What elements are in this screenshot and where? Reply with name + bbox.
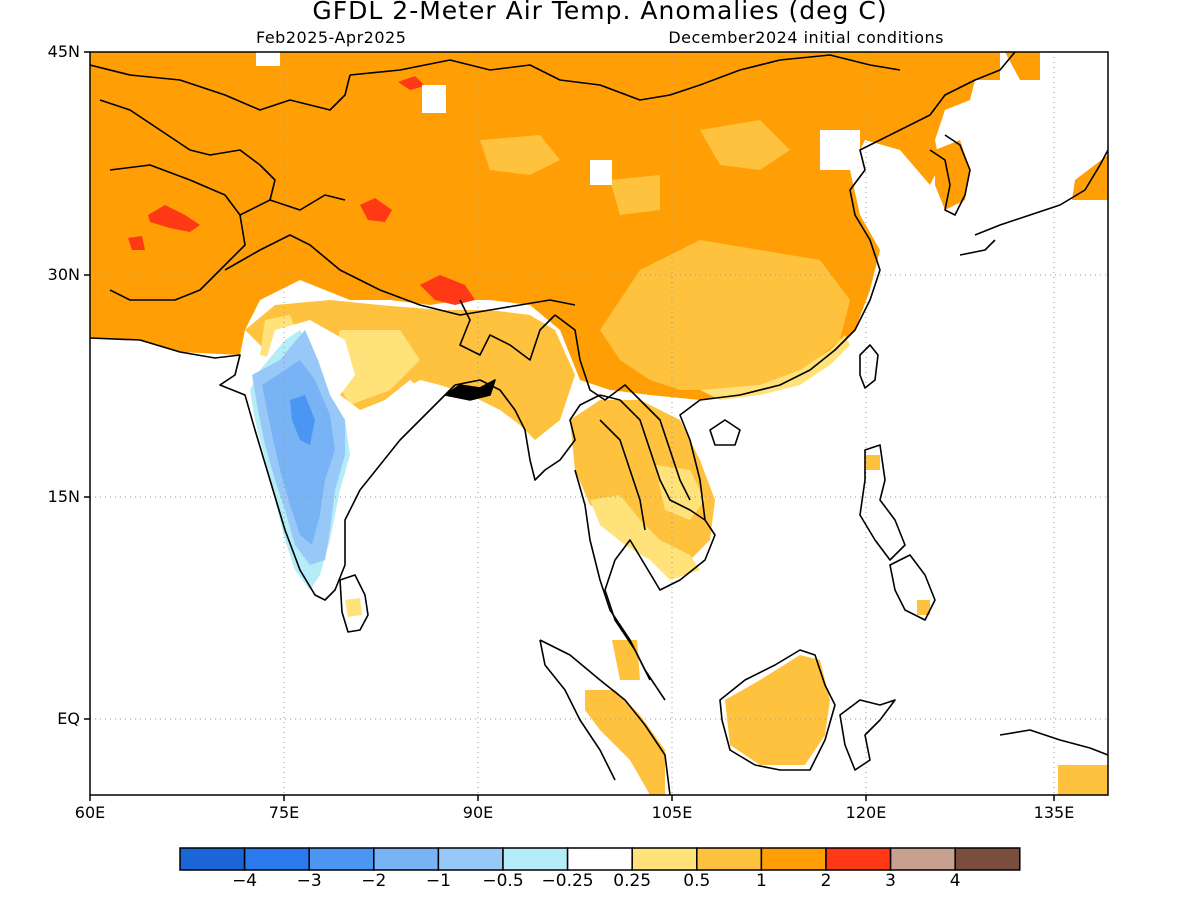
anomaly-region-0-5-1-malaya (612, 640, 640, 680)
axis-ticks (84, 51, 1055, 801)
colorbar-label: 0.5 (683, 871, 711, 891)
lat-label-15n: 15N (47, 487, 80, 506)
anomaly-region-0-5-1-taiwan (866, 455, 880, 470)
anomaly-region-minus-2 (290, 395, 315, 445)
map-content (90, 52, 1108, 795)
lon-label-120e: 120E (845, 803, 887, 822)
anomaly-region-0-25-0-5-indochina (590, 465, 705, 580)
initial-conditions: December2024 initial conditions (668, 28, 944, 47)
forecast-period: Feb2025-Apr2025 (256, 28, 407, 47)
missing-cell (590, 160, 612, 185)
colorbar-boxes (179, 847, 1021, 871)
colorbar-label: 0.25 (613, 871, 652, 891)
anomaly-region-0-5-1-china (600, 240, 850, 390)
missing-cell (256, 52, 280, 66)
colorbar-box (631, 847, 698, 871)
lat-label-45n: 45N (47, 42, 80, 61)
anomaly-hotspot-mongolia (398, 76, 425, 90)
colorbar-label: −4 (232, 871, 258, 891)
colorbar-box (502, 847, 569, 871)
lon-label-75e: 75E (268, 803, 300, 822)
anomaly-region-0-5-1-borneo (725, 655, 830, 765)
colorbar-box (437, 847, 504, 871)
lon-label-135e: 135E (1033, 803, 1075, 822)
anomaly-region-0-5-1-sulawesi (917, 600, 930, 615)
map-frame (89, 51, 1109, 796)
anomaly-region-1-2-ne (1005, 52, 1040, 80)
coastlines (90, 52, 1108, 795)
anomaly-hotspot-tibet-west (360, 198, 392, 222)
anomaly-region-0-25-0-5-ceylon (345, 598, 362, 617)
colorbar-box (243, 847, 310, 871)
lon-label-60e: 60E (74, 803, 106, 822)
anomaly-region-0-5-1-indochina (570, 400, 715, 560)
colorbar-label: 1 (755, 871, 767, 891)
colorbar-box (760, 847, 827, 871)
anomaly-mottle-china (480, 120, 790, 215)
missing-cell (820, 130, 860, 170)
colorbar-label: 4 (949, 871, 961, 891)
anomaly-region-0-5-1-png (1058, 765, 1108, 795)
colorbar-box (889, 847, 956, 871)
lon-label-90e: 90E (462, 803, 494, 822)
colorbar-label: −2 (361, 871, 387, 891)
colorbar-label: −1 (425, 871, 451, 891)
colorbar-box (566, 847, 633, 871)
anomaly-region-0-5-1-sumatra (585, 690, 665, 795)
lat-label-30n: 30N (47, 265, 80, 284)
colorbar-box (825, 847, 892, 871)
lat-label-eq: EQ (57, 709, 80, 728)
colorbar-label: 3 (885, 871, 896, 891)
colorbar-box (373, 847, 440, 871)
anomaly-hotspot-afghanistan (148, 205, 200, 232)
colorbar-box (696, 847, 763, 871)
colorbar-label: −3 (296, 871, 322, 891)
map-title: GFDL 2-Meter Air Temp. Anomalies (deg C) (312, 0, 888, 25)
anomaly-hotspot-tibet-south (420, 275, 475, 305)
lon-label-105e: 105E (651, 803, 693, 822)
colorbar-label: −0.5 (482, 871, 524, 891)
colorbar-box (179, 847, 246, 871)
missing-cell (422, 85, 446, 113)
colorbar-label: 2 (820, 871, 832, 891)
colorbar-box (308, 847, 375, 871)
anomaly-region-minus-1 (262, 360, 335, 545)
anomaly-region-1-2-korea (935, 140, 970, 210)
anomaly-hotspot-pakistan (128, 236, 145, 250)
colorbar-label: −0.25 (541, 871, 594, 891)
colorbar-box (954, 847, 1021, 871)
